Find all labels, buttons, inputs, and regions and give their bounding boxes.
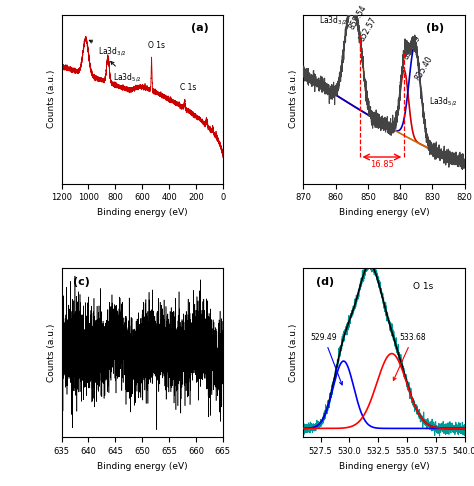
Y-axis label: Counts (a.u.): Counts (a.u.) <box>47 70 56 128</box>
Text: O 1s: O 1s <box>148 41 165 50</box>
Y-axis label: Counts (a.u.): Counts (a.u.) <box>289 70 298 128</box>
Text: O 1s: O 1s <box>413 281 433 291</box>
Text: (a): (a) <box>191 23 208 34</box>
Text: 533.68: 533.68 <box>393 333 426 381</box>
Text: La3d$_{3/2}$: La3d$_{3/2}$ <box>319 15 348 28</box>
Text: 855.54: 855.54 <box>348 4 369 32</box>
X-axis label: Binding energy (eV): Binding energy (eV) <box>97 462 188 470</box>
Text: C 1s: C 1s <box>180 83 196 92</box>
Text: (b): (b) <box>426 23 444 34</box>
X-axis label: Binding energy (eV): Binding energy (eV) <box>97 208 188 217</box>
Text: (c): (c) <box>73 277 90 287</box>
Y-axis label: Counts (a.u.): Counts (a.u.) <box>47 324 56 382</box>
Y-axis label: Counts (a.u.): Counts (a.u.) <box>289 324 298 382</box>
Text: 529.49: 529.49 <box>311 333 342 385</box>
X-axis label: Binding energy (eV): Binding energy (eV) <box>338 462 429 470</box>
X-axis label: Binding energy (eV): Binding energy (eV) <box>338 208 429 217</box>
Text: La3d$_{5/2}$: La3d$_{5/2}$ <box>429 95 458 107</box>
Text: 16.85: 16.85 <box>370 160 394 170</box>
Text: La3d$_{3/2}$: La3d$_{3/2}$ <box>89 40 127 58</box>
Text: 852.57: 852.57 <box>357 16 379 43</box>
Text: (d): (d) <box>316 277 334 287</box>
Text: 838.69: 838.69 <box>401 34 423 61</box>
Text: La3d$_{5/2}$: La3d$_{5/2}$ <box>111 62 141 84</box>
Text: 835.40: 835.40 <box>413 54 434 82</box>
Text: 531.58: 531.58 <box>0 485 1 486</box>
